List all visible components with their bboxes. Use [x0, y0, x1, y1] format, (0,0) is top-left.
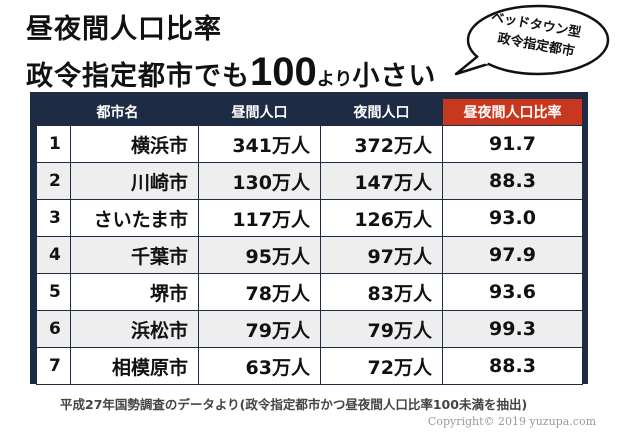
row-city: 堺市 [70, 273, 199, 311]
row-ratio: 88.3 [442, 347, 583, 385]
table-row: 4 千葉市 95万人 97万人 97.9 [36, 236, 583, 274]
row-rank: 7 [36, 347, 71, 385]
table-row: 6 浜松市 79万人 79万人 99.3 [36, 310, 583, 348]
row-nighttime: 97万人 [320, 236, 443, 274]
header-ratio: 昼夜間人口比率 [442, 98, 583, 126]
subtitle-part2: 小さい [352, 61, 437, 92]
row-ratio: 88.3 [442, 162, 583, 200]
row-rank: 5 [36, 273, 71, 311]
row-city: 千葉市 [70, 236, 199, 274]
table-row: 3 さいたま市 117万人 126万人 93.0 [36, 199, 583, 237]
subtitle-small: より [316, 69, 353, 90]
page-title: 昼夜間人口比率 [26, 14, 222, 45]
row-nighttime: 79万人 [320, 310, 443, 348]
row-rank: 2 [36, 162, 71, 200]
row-ratio: 97.9 [442, 236, 583, 274]
row-city: 横浜市 [70, 125, 199, 163]
city-population-table: 都市名 昼間人口 夜間人口 昼夜間人口比率 1 横浜市 341万人 372万人 … [36, 98, 583, 385]
row-daytime: 95万人 [198, 236, 321, 274]
row-daytime: 130万人 [198, 162, 321, 200]
page-subtitle: 政令指定都市でも100より小さい [26, 52, 436, 92]
source-note: 平成27年国勢調査のデータより(政令指定都市かつ昼夜間人口比率100未満を抽出) [60, 397, 528, 412]
row-daytime: 78万人 [198, 273, 321, 311]
speech-bubble-shape [454, 4, 610, 76]
copyright-text: Copyright© 2019 yuzupa.com [427, 415, 596, 428]
row-nighttime: 83万人 [320, 273, 443, 311]
row-city: 相模原市 [70, 347, 199, 385]
table-header-row: 都市名 昼間人口 夜間人口 昼夜間人口比率 [36, 98, 583, 126]
row-daytime: 63万人 [198, 347, 321, 385]
row-rank: 6 [36, 310, 71, 348]
row-nighttime: 147万人 [320, 162, 443, 200]
row-rank: 3 [36, 199, 71, 237]
row-rank: 4 [36, 236, 71, 274]
data-table-frame: 都市名 昼間人口 夜間人口 昼夜間人口比率 1 横浜市 341万人 372万人 … [30, 92, 588, 385]
row-city: 浜松市 [70, 310, 199, 348]
table-row: 2 川崎市 130万人 147万人 88.3 [36, 162, 583, 200]
row-city: さいたま市 [70, 199, 199, 237]
row-daytime: 341万人 [198, 125, 321, 163]
row-daytime: 79万人 [198, 310, 321, 348]
subtitle-number: 100 [250, 50, 317, 94]
header-nighttime: 夜間人口 [320, 98, 443, 126]
row-ratio: 93.0 [442, 199, 583, 237]
row-nighttime: 126万人 [320, 199, 443, 237]
row-city: 川崎市 [70, 162, 199, 200]
header-city: 都市名 [36, 98, 199, 126]
table-row: 1 横浜市 341万人 372万人 91.7 [36, 125, 583, 163]
row-ratio: 99.3 [442, 310, 583, 348]
row-daytime: 117万人 [198, 199, 321, 237]
table-row: 7 相模原市 63万人 72万人 88.3 [36, 347, 583, 385]
row-nighttime: 72万人 [320, 347, 443, 385]
speech-bubble: ベッドタウン型 政令指定都市 [452, 0, 614, 86]
subtitle-part1: 政令指定都市でも [26, 61, 250, 92]
header-daytime: 昼間人口 [198, 98, 321, 126]
row-ratio: 93.6 [442, 273, 583, 311]
row-nighttime: 372万人 [320, 125, 443, 163]
table-row: 5 堺市 78万人 83万人 93.6 [36, 273, 583, 311]
row-rank: 1 [36, 125, 71, 163]
row-ratio: 91.7 [442, 125, 583, 163]
